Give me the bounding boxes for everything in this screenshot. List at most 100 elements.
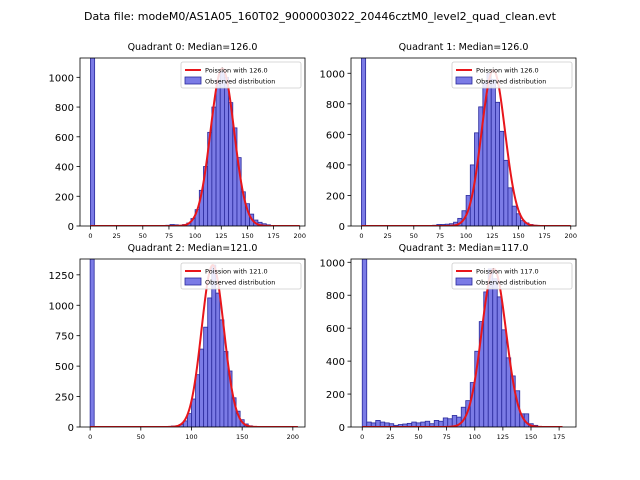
y-tick-label: 1250 xyxy=(49,271,74,282)
x-tick-label: 200 xyxy=(294,232,306,240)
histogram-bar xyxy=(442,417,449,427)
x-tick-label: 125 xyxy=(215,232,227,240)
legend-box xyxy=(180,262,302,290)
y-tick-label: 200 xyxy=(326,390,345,401)
x-tick-label: 150 xyxy=(512,232,524,240)
histogram-bar xyxy=(495,101,501,226)
x-tick-label: 100 xyxy=(189,232,201,240)
quadrant-0-panel: 0 25 50 75 100 125 150 175 200 0 200 400 600 800 1000 Q… xyxy=(49,42,306,240)
histogram-bar xyxy=(361,58,367,226)
histogram-bar xyxy=(203,326,209,427)
y-tick-label: 250 xyxy=(55,393,74,404)
legend-poisson-label: Poission with 126.0 xyxy=(476,67,539,75)
y-tick-label: 500 xyxy=(55,362,74,373)
x-tick-label: 75 xyxy=(442,433,450,441)
histogram-bar xyxy=(211,106,217,226)
histogram-bar xyxy=(361,259,368,427)
y-tick-label: 400 xyxy=(326,161,345,172)
histogram-bar xyxy=(219,319,225,427)
x-tick-label: 0 xyxy=(88,433,92,441)
legend-poisson-label: Poission with 121.0 xyxy=(205,268,268,276)
x-tick-label: 150 xyxy=(236,433,248,441)
x-tick-label: 175 xyxy=(553,433,565,441)
y-tick-label: 1000 xyxy=(49,301,74,312)
histogram-bar xyxy=(503,159,509,226)
y-tick-label: 400 xyxy=(55,163,74,174)
quadrant-2-title: Quadrant 2: Median=121.0 xyxy=(128,243,258,254)
legend-box xyxy=(180,61,302,89)
histogram-bar xyxy=(492,278,498,427)
histogram-bar xyxy=(195,374,200,427)
histogram-bar xyxy=(90,58,96,226)
histogram-bar xyxy=(501,329,507,427)
x-tick-label: 125 xyxy=(486,232,498,240)
legend-observed-swatch xyxy=(455,76,473,85)
figure-suptitle: Data file: modeM0/AS1A05_160T02_90000030… xyxy=(84,10,557,23)
legend-observed-swatch xyxy=(455,277,473,286)
y-tick-label: 1000 xyxy=(320,258,345,269)
quadrant-2-panel: 0 50 100 150 200 0 250 500 750 1000 1250 Quadrant 2… xyxy=(49,243,306,441)
quadrant-0-title: Quadrant 0: Median=126.0 xyxy=(128,42,258,53)
x-tick-label: 0 xyxy=(360,433,364,441)
histogram-bar xyxy=(224,76,230,226)
histogram-bar xyxy=(215,292,221,427)
histogram-bar xyxy=(215,79,221,226)
legend-observed-swatch xyxy=(184,76,202,85)
x-tick-label: 150 xyxy=(241,232,253,240)
legend-poisson-label: Poission with 117.0 xyxy=(476,268,539,276)
poisson-curve-line xyxy=(362,267,563,427)
y-tick-label: 800 xyxy=(326,100,345,111)
x-tick-label: 200 xyxy=(287,433,299,441)
x-tick-label: 75 xyxy=(165,232,173,240)
x-tick-label: 0 xyxy=(88,232,92,240)
x-tick-label: 50 xyxy=(414,433,422,441)
histogram-bar xyxy=(199,348,205,427)
legend-box xyxy=(451,61,573,89)
x-tick-label: 25 xyxy=(383,232,391,240)
histogram-bar xyxy=(89,259,95,427)
y-tick-label: 1000 xyxy=(49,73,74,84)
y-tick-label: 0 xyxy=(339,222,345,233)
x-tick-label: 75 xyxy=(436,232,444,240)
x-tick-label: 150 xyxy=(525,433,537,441)
y-tick-label: 600 xyxy=(326,324,345,335)
y-tick-label: 200 xyxy=(326,191,345,202)
y-tick-label: 200 xyxy=(55,192,74,203)
x-tick-label: 125 xyxy=(497,433,509,441)
quadrant-1-title: Quadrant 1: Median=126.0 xyxy=(399,42,529,53)
legend-observed-label: Observed distribution xyxy=(476,78,546,86)
histogram-bar xyxy=(219,70,225,226)
axes-frame xyxy=(79,57,306,227)
histogram-bar xyxy=(207,297,213,427)
y-tick-label: 600 xyxy=(55,133,74,144)
axes-frame xyxy=(350,57,577,227)
y-tick-label: 0 xyxy=(68,423,74,434)
axes-frame xyxy=(79,258,306,428)
histogram-bar xyxy=(507,187,513,226)
y-tick-label: 0 xyxy=(339,423,345,434)
subplot-grid: 0 25 50 75 100 125 150 175 200 0 200 400 600 800 1000 Q… xyxy=(49,42,577,441)
x-tick-label: 0 xyxy=(359,232,363,240)
histogram-bar xyxy=(486,72,492,226)
x-tick-label: 25 xyxy=(386,433,394,441)
x-tick-label: 175 xyxy=(267,232,279,240)
y-tick-label: 800 xyxy=(326,291,345,302)
quadrant-1-plot-area xyxy=(361,58,571,226)
quadrant-3-title: Quadrant 3: Median=117.0 xyxy=(399,243,529,254)
x-tick-label: 50 xyxy=(137,433,145,441)
x-tick-label: 25 xyxy=(112,232,120,240)
y-tick-label: 600 xyxy=(326,130,345,141)
y-tick-label: 1000 xyxy=(320,69,345,80)
y-tick-label: 750 xyxy=(55,332,74,343)
legend-observed-label: Observed distribution xyxy=(205,279,275,287)
histogram-bar xyxy=(499,130,505,226)
histogram-bar xyxy=(511,205,517,226)
quadrant-3-panel: 0 25 50 75 100 125 150 175 0 200 400 600 800 1000 Quad… xyxy=(320,243,577,441)
legend-observed-label: Observed distribution xyxy=(205,78,275,86)
legend-observed-label: Observed distribution xyxy=(476,279,546,287)
y-tick-label: 400 xyxy=(326,357,345,368)
legend-box xyxy=(451,262,573,290)
histogram-bar xyxy=(496,296,503,427)
legend-observed-swatch xyxy=(184,277,202,286)
